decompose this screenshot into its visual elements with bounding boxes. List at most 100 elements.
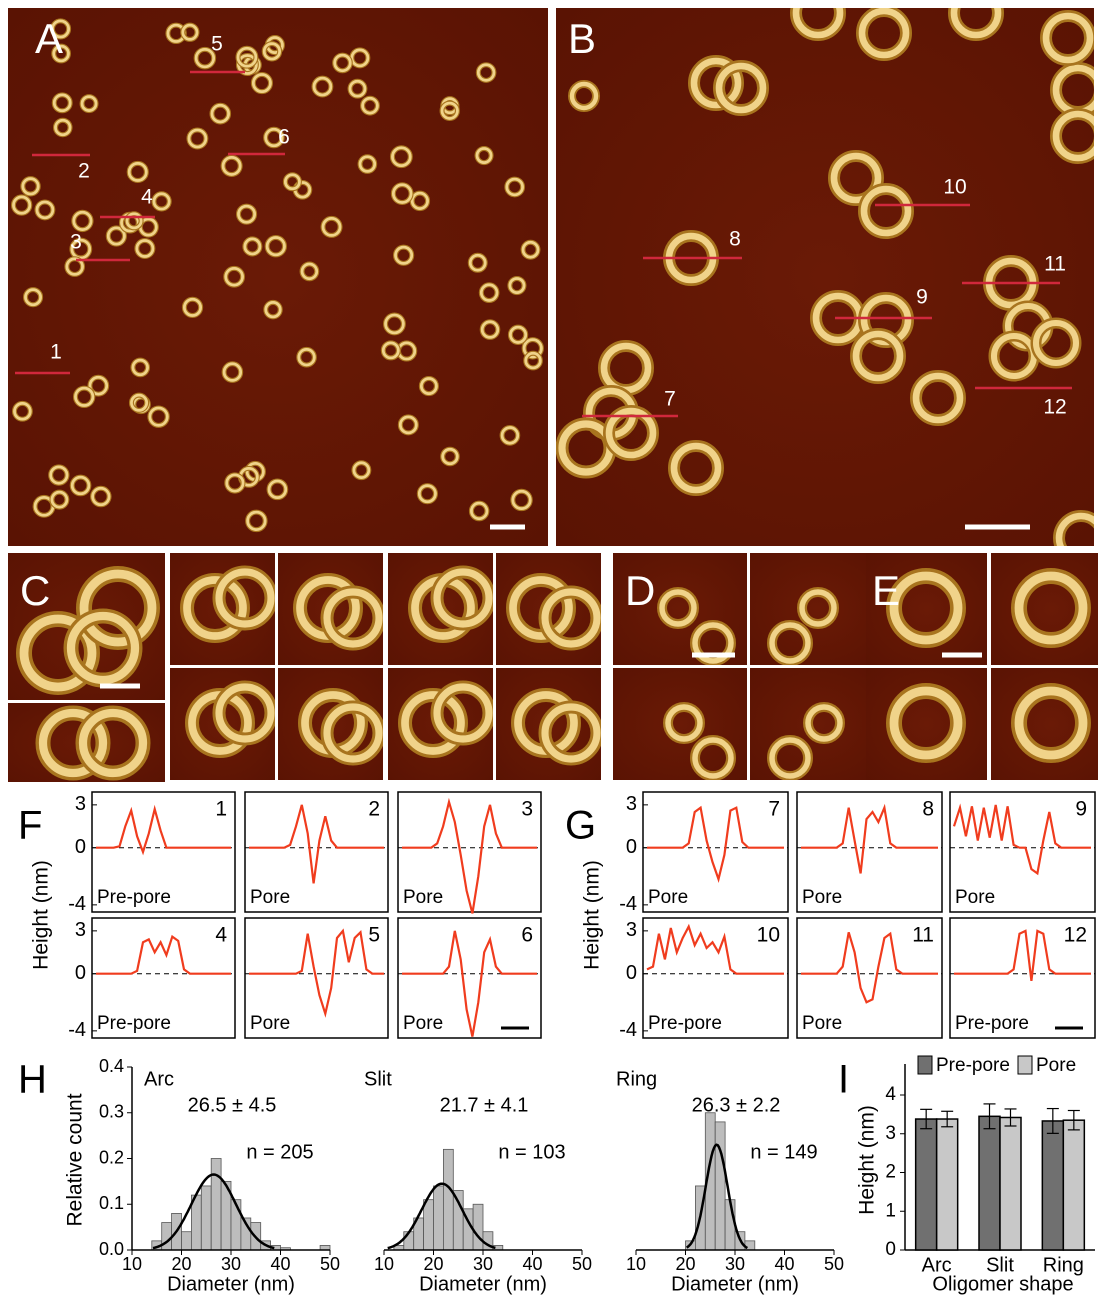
x-tick-label: 30: [473, 1254, 493, 1274]
x-tick-label: 10: [122, 1254, 142, 1274]
y-axis-label: Height (nm): [581, 860, 604, 970]
profile-marker: 9: [916, 286, 928, 309]
shape-name: Ring: [616, 1068, 657, 1090]
x-tick-label: 40: [522, 1254, 542, 1274]
profile-number: 1: [215, 798, 227, 821]
histogram-bar: [473, 1204, 483, 1250]
y-tick-label: -4: [68, 893, 86, 915]
panel-label: B: [568, 15, 596, 62]
profile-number: 9: [1075, 798, 1087, 821]
bar: [937, 1119, 958, 1250]
x-tick-label: 50: [572, 1254, 592, 1274]
profile-number: 12: [1064, 924, 1087, 947]
afm-image: [750, 668, 884, 780]
y-tick-label: 0: [75, 836, 86, 858]
afm-content: [750, 668, 884, 780]
afm-content: [278, 553, 383, 665]
afm-content: [991, 553, 1098, 665]
afm-content: [388, 668, 493, 780]
y-axis-label: Height (nm): [856, 1105, 879, 1215]
body: { "images": { "A": {"label": "A", "marke…: [0, 0, 1098, 1297]
profile-state: Pore: [802, 887, 842, 908]
y-tick-label: 0: [626, 836, 637, 858]
afm-content: [388, 553, 493, 665]
profile-number: 10: [757, 924, 780, 947]
x-axis-label: Diameter (nm): [419, 1273, 547, 1295]
panel-label: A: [35, 15, 63, 62]
y-tick-label: 4: [885, 1084, 896, 1105]
height-profile: [647, 808, 784, 879]
profile-state: Pore: [250, 1013, 290, 1034]
y-tick-label: 0: [626, 962, 637, 984]
panel-label: G: [565, 804, 596, 848]
afm-image: [8, 703, 165, 782]
height-profile: [801, 808, 938, 874]
legend-swatch: [918, 1056, 932, 1074]
profile-number: 7: [768, 798, 780, 821]
profile-state: Pore: [955, 887, 995, 908]
profile-marker: 5: [211, 33, 223, 56]
x-tick-label: 50: [320, 1254, 340, 1274]
profile-marker: 3: [70, 231, 82, 254]
afm-image: [991, 553, 1098, 665]
y-tick-label: 0.2: [99, 1147, 124, 1167]
shape-name: Slit: [364, 1068, 392, 1090]
y-tick-label: 1: [885, 1200, 896, 1221]
height-profile: [96, 809, 231, 852]
afm-image: [278, 668, 383, 780]
afm-image: [170, 553, 275, 665]
sample-size: n = 205: [246, 1141, 313, 1163]
sample-size: n = 103: [498, 1141, 565, 1163]
afm-content: [170, 668, 275, 780]
afm-image: [556, 0, 1098, 560]
afm-content: [278, 668, 383, 780]
x-tick-label: 10: [374, 1254, 394, 1274]
profile-number: 3: [521, 798, 533, 821]
x-axis-label: Diameter (nm): [167, 1273, 295, 1295]
panel-label: E: [872, 567, 900, 614]
profile-number: 2: [368, 798, 380, 821]
profile-marker: 1: [50, 341, 62, 364]
x-tick-label: 20: [423, 1254, 443, 1274]
y-tick-label: 0.1: [99, 1193, 124, 1213]
x-tick-label: 30: [221, 1254, 241, 1274]
profile-marker: 11: [1044, 253, 1066, 276]
afm-content: [8, 703, 165, 782]
bar: [1042, 1121, 1063, 1250]
afm-image: [388, 668, 493, 780]
height-profile: [249, 805, 384, 884]
histogram-bar: [201, 1186, 211, 1250]
profile-number: 6: [521, 924, 533, 947]
afm-background: [8, 8, 548, 546]
histogram-bar: [424, 1200, 434, 1250]
y-tick-label: 3: [75, 793, 86, 815]
profile-marker: 2: [78, 160, 90, 183]
afm-content: [991, 668, 1098, 780]
profile-marker: 7: [664, 388, 676, 411]
legend-label: Pre-pore: [936, 1055, 1010, 1076]
profile-state: Pre-pore: [648, 1013, 722, 1034]
fit-stats: 21.7 ± 4.1: [440, 1094, 529, 1116]
height-profile: [96, 937, 231, 974]
afm-content: [170, 553, 275, 665]
histogram-bar: [231, 1200, 241, 1250]
afm-content: [496, 668, 601, 780]
x-tick-label: 10: [626, 1254, 646, 1274]
afm-image: [278, 553, 383, 665]
afm-content: [496, 553, 601, 665]
x-tick-label: 20: [675, 1254, 695, 1274]
afm-image: [750, 553, 884, 665]
afm-image: [496, 668, 601, 780]
y-tick-label: 3: [626, 793, 637, 815]
profile-state: Pore: [802, 1013, 842, 1034]
profile-number: 5: [368, 924, 380, 947]
profile-state: Pore: [648, 887, 688, 908]
bar: [916, 1119, 937, 1250]
profile-number: 11: [912, 924, 934, 947]
x-tick-label: 20: [171, 1254, 191, 1274]
histogram-bar: [715, 1122, 725, 1250]
panel-label: H: [18, 1058, 47, 1102]
shape-name: Arc: [144, 1068, 174, 1090]
profile-state: Pre-pore: [97, 887, 171, 908]
afm-content: [556, 0, 1098, 560]
